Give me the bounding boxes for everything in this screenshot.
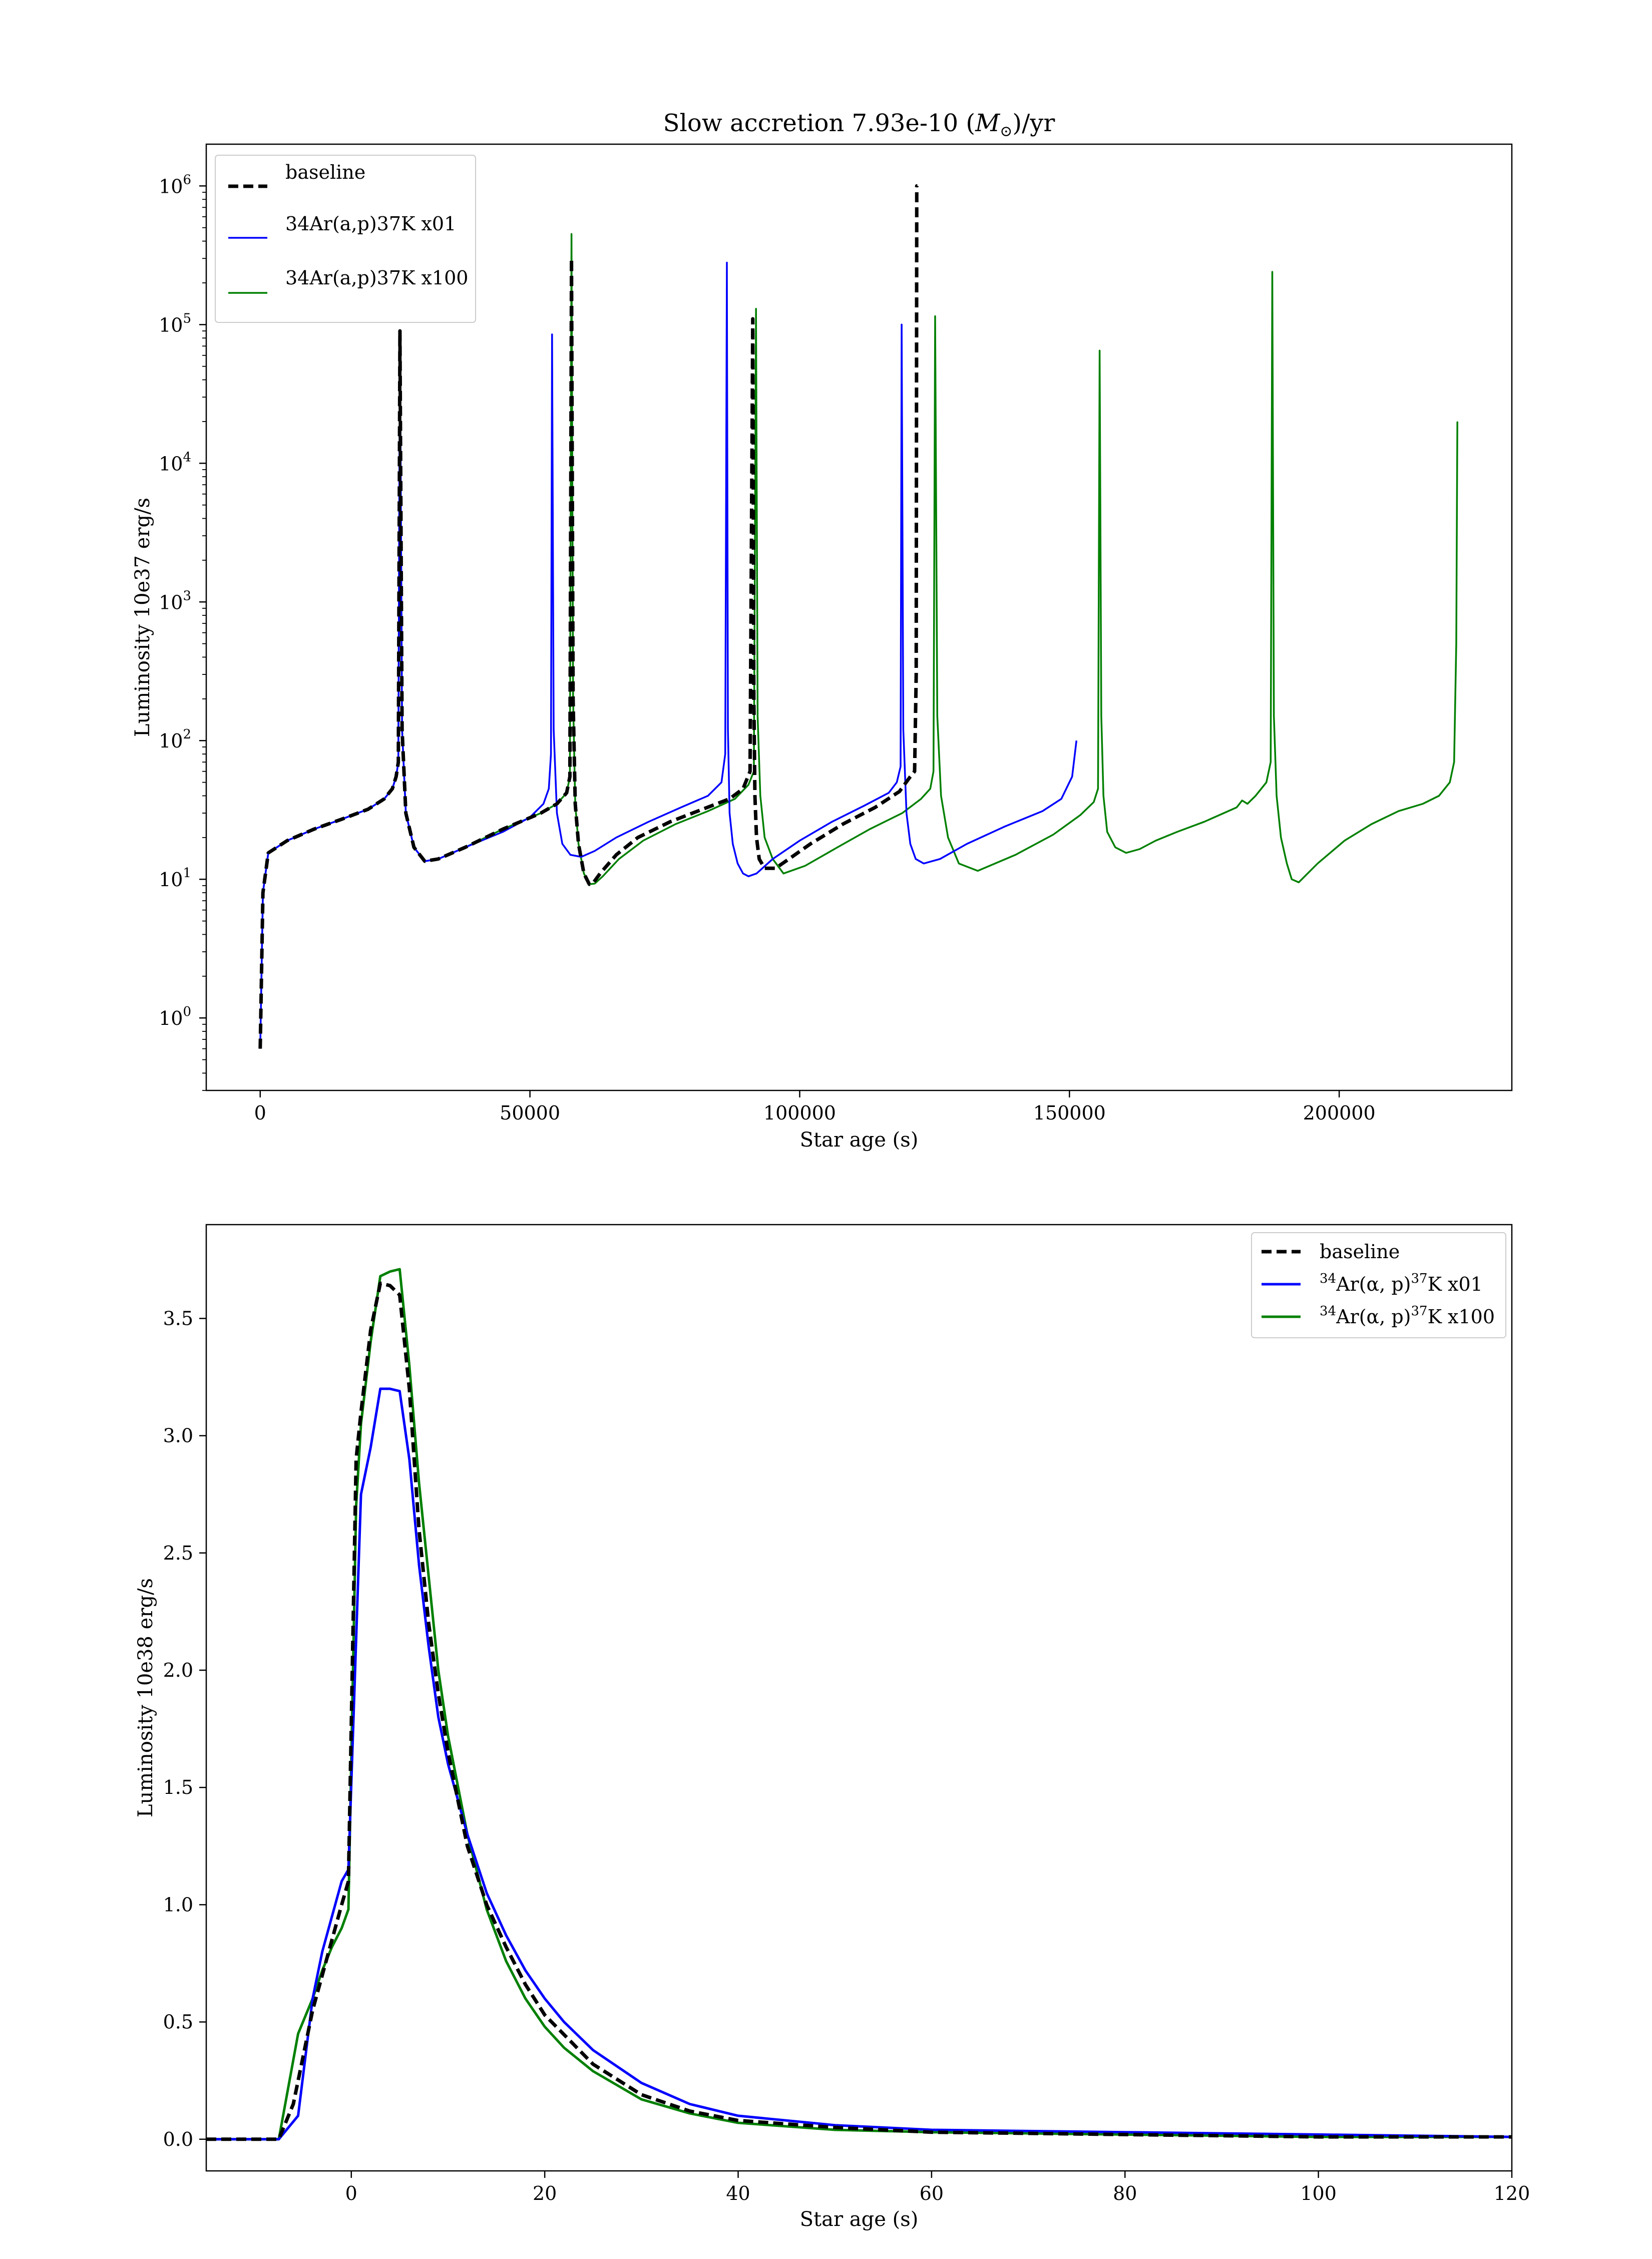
bottom-legend-sup-b-x01: 37 bbox=[1411, 1271, 1428, 1286]
top-y-tick-exponent: 0 bbox=[183, 1004, 191, 1019]
bottom-legend-label-x100: 34Ar(α, p)37K x100 bbox=[1320, 1304, 1495, 1328]
bottom-x-tick-label: 100 bbox=[1300, 2182, 1337, 2204]
bottom-legend-sup-a-x100: 34 bbox=[1320, 1304, 1336, 1319]
top-chart-legend: baseline 34Ar(a,p)37K x01 34Ar(a,p)37K x… bbox=[215, 155, 476, 323]
top-y-tick-exponent: 5 bbox=[183, 311, 191, 326]
top-y-tick-base: 10 bbox=[159, 314, 183, 336]
bottom-x-tick-label: 40 bbox=[726, 2182, 750, 2204]
bottom-y-tick-label: 3.5 bbox=[163, 1307, 193, 1329]
bottom-series-line-x100 bbox=[206, 1268, 1512, 2141]
bottom-chart-y-axis-label: Luminosity 10e38 erg/s bbox=[134, 1578, 157, 1817]
top-y-tick-exponent: 2 bbox=[183, 727, 191, 742]
top-y-tick-label: 100 bbox=[159, 1004, 191, 1029]
bottom-chart-x-axis: 0 20 40 60 80 100 120 bbox=[345, 2171, 1530, 2204]
top-title-part-end: )/yr bbox=[1012, 109, 1055, 137]
bottom-x-tick-label: 20 bbox=[533, 2182, 557, 2204]
top-title-part-start: Slow accretion 7.93e-10 ( bbox=[663, 109, 975, 137]
top-x-tick-label: 0 bbox=[254, 1102, 266, 1124]
bottom-chart-panel: 0 20 40 60 80 100 120 0.0 0.5 1.0 1.5 2.0 2.5 3.0 3.5… bbox=[134, 1224, 1530, 2231]
top-y-tick-exponent: 6 bbox=[183, 172, 191, 187]
top-y-tick-label: 102 bbox=[159, 727, 191, 752]
bottom-y-tick-label: 1.5 bbox=[163, 1776, 193, 1798]
bottom-legend-sup-b-x100: 37 bbox=[1411, 1304, 1428, 1319]
bottom-series-line-baseline bbox=[206, 1281, 1512, 2141]
bottom-x-tick-label: 80 bbox=[1113, 2182, 1137, 2204]
top-y-tick-base: 10 bbox=[159, 175, 183, 197]
top-legend-frame bbox=[215, 155, 476, 323]
top-title-part-m: M bbox=[975, 109, 1001, 137]
top-y-tick-base: 10 bbox=[159, 730, 183, 752]
top-chart-panel: Slow accretion 7.93e-10 (M⊙)/yr 0 50000 10… bbox=[131, 109, 1513, 1152]
top-y-tick-label: 106 bbox=[159, 172, 191, 197]
top-y-tick-label: 104 bbox=[159, 450, 191, 475]
top-chart-x-axis: 0 50000 100000 150000 200000 bbox=[254, 1090, 1376, 1124]
bottom-y-tick-label: 2.0 bbox=[163, 1659, 193, 1681]
bottom-chart-x-axis-label: Star age (s) bbox=[800, 2208, 919, 2231]
bottom-legend-tail-x01: K x01 bbox=[1428, 1273, 1483, 1295]
bottom-series-line-x01 bbox=[206, 1387, 1512, 2141]
bottom-legend-tail-x100: K x100 bbox=[1428, 1306, 1495, 1328]
top-chart-frame bbox=[205, 143, 1513, 1091]
bottom-legend-main-x100: Ar(α, p) bbox=[1336, 1306, 1411, 1328]
top-chart-y-axis-label: Luminosity 10e37 erg/s bbox=[131, 498, 154, 737]
top-chart-title: Slow accretion 7.93e-10 (M⊙)/yr bbox=[663, 109, 1055, 140]
top-x-tick-label: 50000 bbox=[500, 1102, 560, 1124]
bottom-chart-series-group bbox=[206, 1268, 1512, 2141]
top-y-tick-exponent: 3 bbox=[183, 588, 191, 603]
top-y-tick-label: 101 bbox=[159, 866, 191, 891]
top-y-tick-base: 10 bbox=[159, 591, 183, 613]
top-x-tick-label: 100000 bbox=[763, 1102, 836, 1124]
bottom-chart-frame bbox=[205, 1224, 1513, 2172]
top-y-tick-base: 10 bbox=[159, 1007, 183, 1029]
bottom-legend-sup-a-x01: 34 bbox=[1320, 1271, 1336, 1286]
bottom-legend-main-x01: Ar(α, p) bbox=[1336, 1273, 1411, 1295]
top-series-line-baseline bbox=[258, 184, 919, 1049]
top-chart-series-group bbox=[258, 184, 1458, 1049]
bottom-chart-y-axis: 0.0 0.5 1.0 1.5 2.0 2.5 3.0 3.5 bbox=[163, 1307, 206, 2150]
bottom-chart-legend: baseline 34Ar(α, p)37K x01 34Ar(α, p)37K… bbox=[1251, 1232, 1506, 1338]
bottom-x-tick-label: 60 bbox=[920, 2182, 944, 2204]
bottom-y-tick-label: 2.5 bbox=[163, 1542, 193, 1564]
top-y-tick-label: 105 bbox=[159, 311, 191, 336]
bottom-x-tick-label: 120 bbox=[1494, 2182, 1530, 2204]
top-y-tick-label: 103 bbox=[159, 588, 191, 613]
top-y-tick-exponent: 4 bbox=[183, 450, 191, 465]
top-x-tick-label: 150000 bbox=[1033, 1102, 1106, 1124]
bottom-legend-label-baseline: baseline bbox=[1320, 1241, 1400, 1263]
bottom-y-tick-label: 0.0 bbox=[163, 2128, 193, 2150]
top-y-tick-base: 10 bbox=[159, 453, 183, 475]
top-y-tick-base: 10 bbox=[159, 869, 183, 891]
top-legend-label-x100: 34Ar(a,p)37K x100 bbox=[285, 267, 468, 289]
bottom-y-tick-label: 0.5 bbox=[163, 2011, 193, 2033]
top-y-tick-exponent: 1 bbox=[183, 866, 191, 881]
top-title-part-sun: ⊙ bbox=[1000, 123, 1012, 140]
bottom-x-tick-label: 0 bbox=[345, 2182, 357, 2204]
bottom-y-tick-label: 3.0 bbox=[163, 1425, 193, 1447]
top-legend-label-x01: 34Ar(a,p)37K x01 bbox=[285, 213, 456, 235]
top-x-tick-label: 200000 bbox=[1303, 1102, 1376, 1124]
bottom-y-tick-label: 1.0 bbox=[163, 1894, 193, 1916]
top-chart-x-axis-label: Star age (s) bbox=[800, 1128, 919, 1152]
bottom-legend-label-x01: 34Ar(α, p)37K x01 bbox=[1320, 1271, 1483, 1295]
bottom-legend-frame bbox=[1251, 1232, 1506, 1338]
top-legend-label-baseline: baseline bbox=[285, 161, 365, 183]
